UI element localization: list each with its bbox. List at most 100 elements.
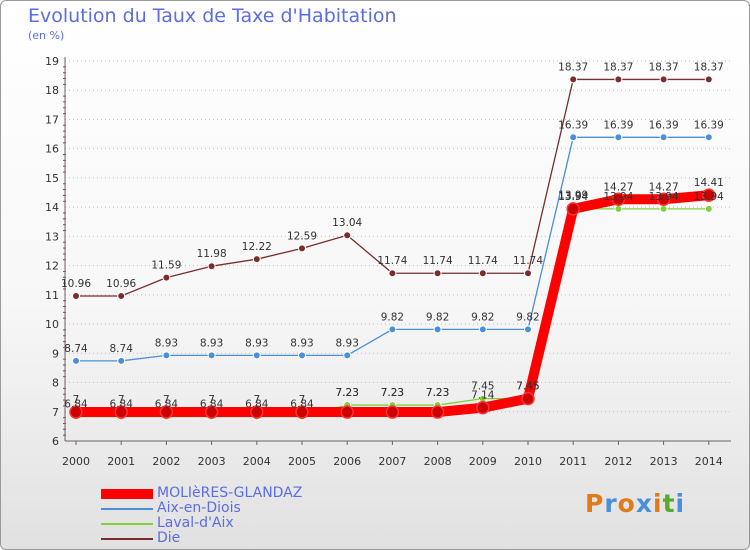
data-label: 7 [118,394,125,406]
data-label: 7.45 [516,381,539,393]
x-tick-label: 2000 [62,455,90,468]
data-point [72,356,80,365]
data-label: 8.93 [290,337,313,349]
data-label: 6.84 [64,398,88,410]
data-point [704,133,713,142]
data-label: 11.74 [377,255,407,267]
data-label: 9.82 [516,311,539,323]
data-point [340,405,354,419]
x-tick-label: 2007 [378,455,406,468]
data-label: 14.27 [649,181,679,193]
data-label: 8.74 [110,343,134,355]
data-point [569,75,578,84]
data-point [614,75,623,84]
data-point [343,351,352,360]
data-label: 14.27 [603,181,633,193]
data-point [385,405,400,419]
data-label: 7.23 [381,387,404,399]
data-label: 7 [253,394,260,406]
x-tick-label: 2013 [650,455,678,468]
data-label: 6.84 [290,398,314,410]
data-label: 16.39 [694,119,724,131]
data-label: 7.14 [471,390,495,402]
data-label: 12.22 [242,241,272,253]
x-tick-label: 2003 [198,455,226,468]
data-label: 9.82 [426,311,449,323]
y-tick-label: 17 [45,113,59,126]
data-label: 7 [208,394,215,406]
data-point [207,351,216,360]
data-label: 13.99 [558,189,588,201]
x-tick-label: 2010 [514,455,542,468]
data-label: 6.84 [110,398,134,410]
y-tick-label: 11 [45,289,59,302]
y-tick-label: 12 [45,260,59,273]
y-tick-label: 16 [45,143,59,156]
data-point [430,405,445,419]
data-label: 7 [163,394,170,406]
data-label: 7.45 [471,381,494,393]
data-point [298,244,306,253]
data-point [162,351,171,360]
y-tick-label: 8 [52,377,59,390]
data-label: 8.93 [336,337,359,349]
data-point [69,405,83,419]
data-point [388,269,397,278]
data-point [476,400,490,415]
data-label: 11.59 [151,260,181,272]
data-point [162,273,171,282]
legend-swatch [101,538,153,540]
data-label: 6.84 [155,398,179,410]
data-label: 18.37 [603,61,633,73]
data-point [250,405,264,419]
y-tick-label: 18 [45,84,59,97]
data-label: 7.23 [426,387,449,399]
data-point [659,75,668,84]
data-label: 13.04 [332,217,362,229]
data-point [388,325,397,334]
data-point [704,75,713,84]
y-tick-label: 7 [52,406,59,419]
legend-label: Aix-en-Diois [157,500,241,516]
data-label: 13.94 [694,191,724,203]
data-point [298,351,306,360]
data-label: 18.37 [558,61,588,73]
legend-swatch [101,508,153,510]
data-point [524,325,532,334]
data-label: 11.74 [423,255,453,267]
proxiti-logo: Proxiti [585,489,686,518]
data-label: 10.96 [61,278,91,290]
data-label: 13.94 [558,191,588,203]
data-label: 8.74 [64,343,88,355]
data-label: 7 [299,394,306,406]
data-label: 11.74 [468,255,498,267]
data-point [659,133,668,142]
data-point [252,351,261,360]
data-label: 10.96 [106,278,136,290]
data-label: 8.93 [245,337,268,349]
data-label: 6.84 [245,398,269,410]
x-tick-label: 2006 [333,455,361,468]
data-label: 12.59 [287,230,317,242]
x-tick-label: 2009 [469,455,497,468]
data-point [614,133,623,142]
y-tick-label: 10 [45,318,59,331]
data-point [207,262,216,271]
data-point [614,204,623,213]
x-tick-label: 2014 [695,455,723,468]
y-tick-label: 14 [45,201,59,214]
data-point [611,192,626,207]
data-point [659,204,668,213]
data-point [252,255,261,264]
data-point [478,325,487,334]
legend-swatch [101,523,153,525]
data-label: 7 [73,394,80,406]
data-point [72,292,80,301]
data-point [702,188,716,202]
data-label: 18.37 [694,61,724,73]
x-tick-label: 2011 [559,455,587,468]
data-label: 8.93 [155,337,178,349]
series-line-moli-res-glandaz [71,190,714,418]
y-tick-label: 9 [52,347,59,360]
x-tick-label: 2004 [243,455,271,468]
